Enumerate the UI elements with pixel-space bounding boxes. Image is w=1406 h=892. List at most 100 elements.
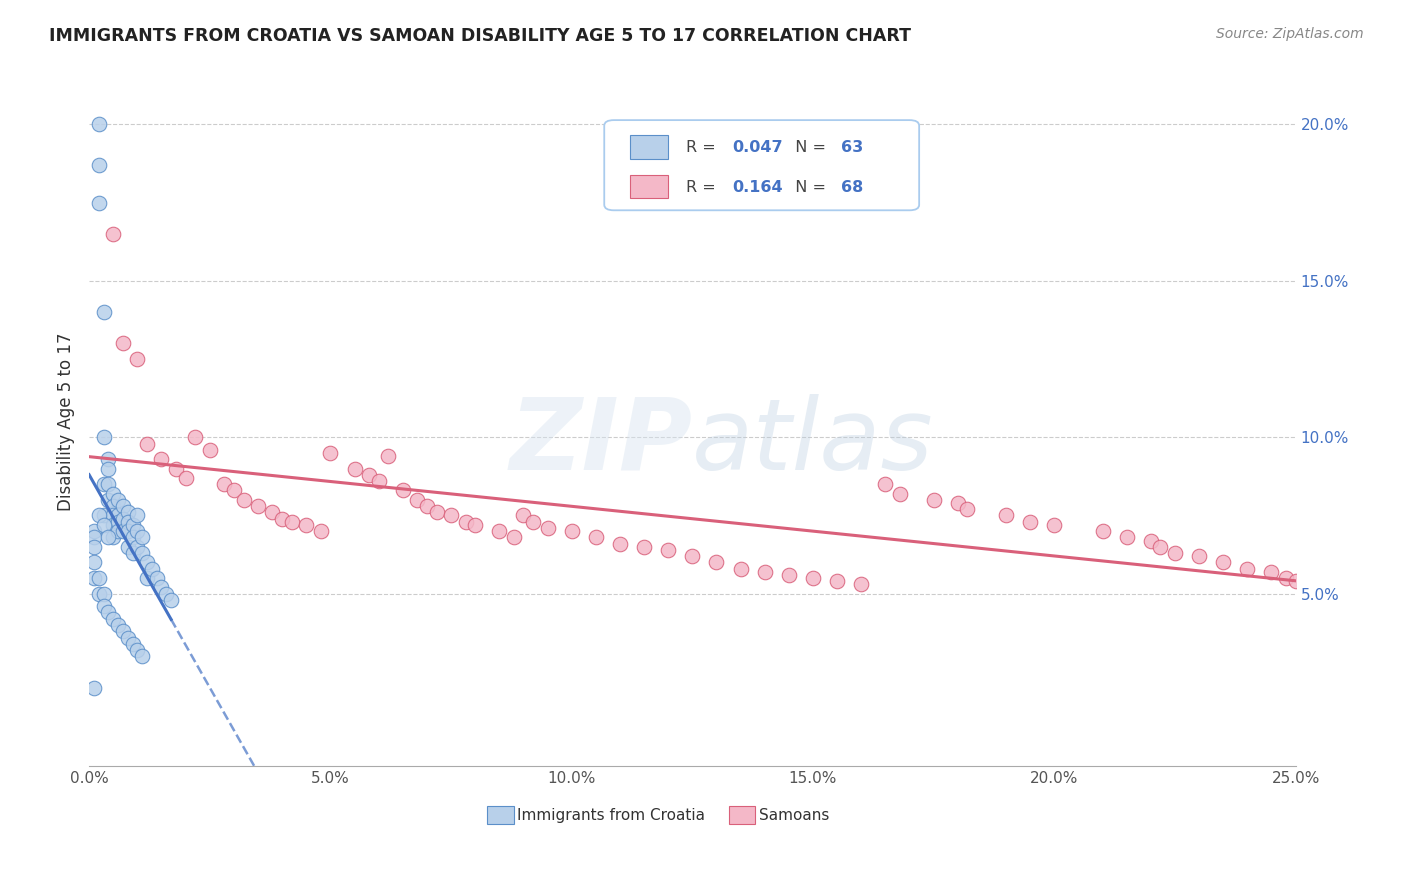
- Point: [184, 430, 207, 444]
- Point: [111, 511, 134, 525]
- Point: [111, 624, 134, 639]
- Point: [454, 515, 477, 529]
- Text: N =: N =: [785, 180, 831, 194]
- Point: [87, 158, 110, 172]
- Bar: [488, 806, 513, 823]
- Bar: [728, 806, 755, 823]
- Point: [97, 477, 120, 491]
- Point: [83, 681, 105, 695]
- FancyBboxPatch shape: [605, 120, 920, 211]
- Point: [357, 467, 380, 482]
- Point: [83, 556, 105, 570]
- Point: [145, 571, 167, 585]
- Point: [406, 492, 429, 507]
- Text: 63: 63: [841, 140, 863, 155]
- Point: [111, 524, 134, 538]
- Point: [1212, 556, 1234, 570]
- Point: [121, 546, 143, 560]
- Point: [131, 649, 153, 664]
- Y-axis label: Disability Age 5 to 17: Disability Age 5 to 17: [58, 333, 75, 511]
- Point: [127, 508, 149, 523]
- Point: [131, 546, 153, 560]
- Point: [111, 336, 134, 351]
- Point: [367, 474, 389, 488]
- Point: [825, 574, 848, 589]
- Point: [1139, 533, 1161, 548]
- Point: [1294, 581, 1316, 595]
- Point: [488, 524, 510, 538]
- Bar: [630, 175, 668, 198]
- Point: [657, 542, 679, 557]
- Point: [141, 562, 163, 576]
- Text: Immigrants from Croatia: Immigrants from Croatia: [517, 808, 706, 822]
- Point: [103, 530, 125, 544]
- Point: [416, 499, 439, 513]
- Point: [117, 524, 139, 538]
- Point: [103, 612, 125, 626]
- Point: [440, 508, 463, 523]
- Point: [1115, 530, 1137, 544]
- Point: [1091, 524, 1114, 538]
- Point: [83, 540, 105, 554]
- Point: [956, 502, 979, 516]
- Point: [1043, 517, 1066, 532]
- Point: [851, 577, 873, 591]
- Point: [97, 452, 120, 467]
- Text: N =: N =: [785, 140, 831, 155]
- Point: [107, 492, 129, 507]
- Point: [121, 517, 143, 532]
- Point: [319, 446, 342, 460]
- Point: [875, 477, 897, 491]
- Point: [97, 461, 120, 475]
- Text: 68: 68: [841, 180, 863, 194]
- Point: [1188, 549, 1211, 563]
- Point: [127, 643, 149, 657]
- Point: [127, 524, 149, 538]
- Text: R =: R =: [686, 180, 721, 194]
- Text: Source: ZipAtlas.com: Source: ZipAtlas.com: [1216, 27, 1364, 41]
- Point: [117, 631, 139, 645]
- Text: 0.164: 0.164: [733, 180, 783, 194]
- Text: IMMIGRANTS FROM CROATIA VS SAMOAN DISABILITY AGE 5 TO 17 CORRELATION CHART: IMMIGRANTS FROM CROATIA VS SAMOAN DISABI…: [49, 27, 911, 45]
- Text: Samoans: Samoans: [759, 808, 830, 822]
- Point: [801, 571, 824, 585]
- Point: [561, 524, 583, 538]
- Point: [1275, 571, 1298, 585]
- Point: [343, 461, 366, 475]
- Point: [512, 508, 534, 523]
- Point: [212, 477, 235, 491]
- Point: [87, 117, 110, 131]
- Point: [165, 461, 187, 475]
- Point: [889, 486, 911, 500]
- Point: [1164, 546, 1187, 560]
- Point: [281, 515, 304, 529]
- Point: [136, 436, 159, 450]
- Point: [464, 517, 486, 532]
- Point: [754, 565, 776, 579]
- Point: [198, 442, 221, 457]
- Point: [730, 562, 752, 576]
- Point: [995, 508, 1018, 523]
- Point: [262, 505, 284, 519]
- Point: [609, 536, 631, 550]
- Point: [585, 530, 607, 544]
- Point: [107, 508, 129, 523]
- Point: [633, 540, 655, 554]
- Point: [127, 352, 149, 367]
- Bar: [630, 135, 668, 159]
- Point: [136, 571, 159, 585]
- Text: R =: R =: [686, 140, 721, 155]
- Point: [87, 587, 110, 601]
- Point: [97, 606, 120, 620]
- Point: [1149, 540, 1171, 554]
- Point: [93, 508, 115, 523]
- Point: [295, 517, 318, 532]
- Text: ZIP: ZIP: [509, 393, 692, 491]
- Point: [136, 556, 159, 570]
- Point: [93, 517, 115, 532]
- Point: [83, 524, 105, 538]
- Point: [87, 571, 110, 585]
- Text: atlas: atlas: [692, 393, 934, 491]
- Point: [232, 492, 254, 507]
- Point: [103, 517, 125, 532]
